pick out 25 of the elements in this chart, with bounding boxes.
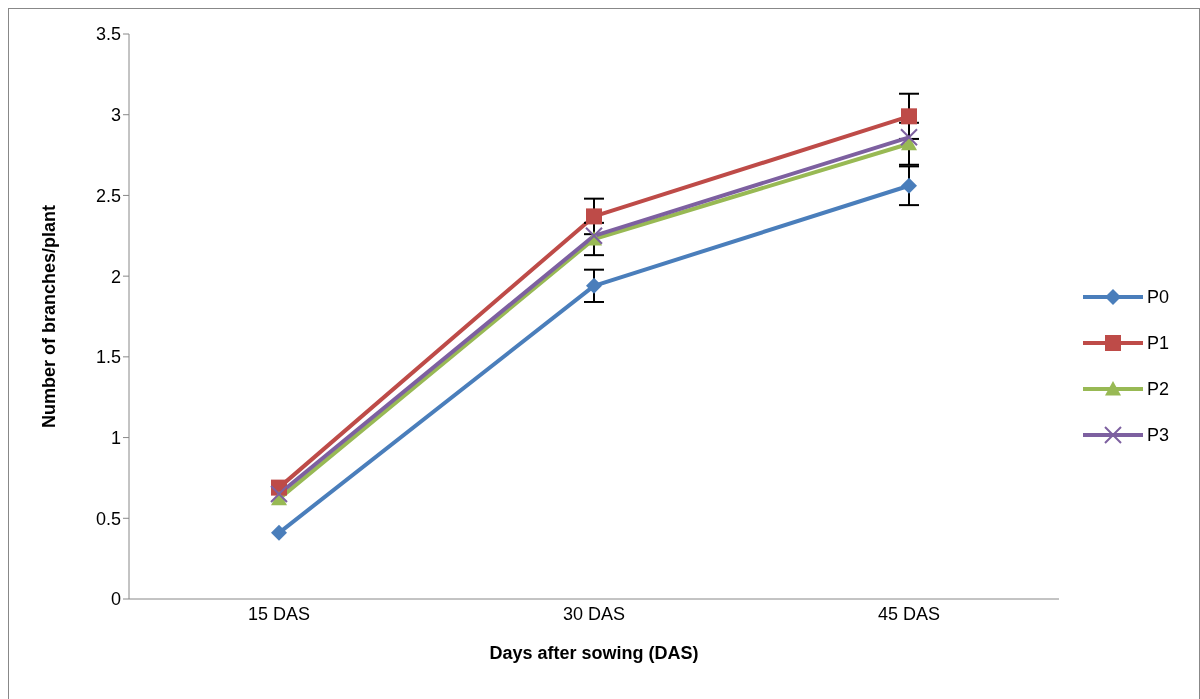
x-tick-label: 45 DAS <box>877 603 941 624</box>
point <box>585 226 603 245</box>
x-axis-title: Days after sowing (DAS) <box>489 643 699 663</box>
point <box>271 524 287 541</box>
y-tick-label: 2.5 <box>95 185 121 206</box>
point <box>901 177 917 194</box>
y-tick-label: 2 <box>110 266 121 287</box>
y-tick-label: 3 <box>110 105 121 126</box>
x-tick-label: 30 DAS <box>562 603 626 624</box>
legend-label: P2 <box>1146 378 1169 400</box>
y-tick-label: 0.5 <box>95 508 121 529</box>
point <box>270 485 288 504</box>
point <box>901 108 917 125</box>
legend-label: P3 <box>1146 424 1169 446</box>
y-tick-label: 0 <box>110 589 121 610</box>
y-tick-label: 1 <box>110 427 121 448</box>
y-tick-label: 3.5 <box>95 24 121 45</box>
point <box>586 208 602 225</box>
point <box>586 277 602 294</box>
y-tick-label: 1.5 <box>95 347 121 368</box>
legend-label: P0 <box>1146 286 1169 308</box>
x-tick-label: 15 DAS <box>247 603 311 624</box>
point <box>900 128 918 147</box>
legend-label: P1 <box>1146 332 1169 354</box>
y-axis-title: Number of branches/plant <box>39 204 60 429</box>
